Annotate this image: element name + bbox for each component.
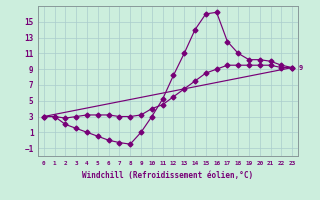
Text: 9: 9 <box>299 65 303 71</box>
X-axis label: Windchill (Refroidissement éolien,°C): Windchill (Refroidissement éolien,°C) <box>83 171 253 180</box>
